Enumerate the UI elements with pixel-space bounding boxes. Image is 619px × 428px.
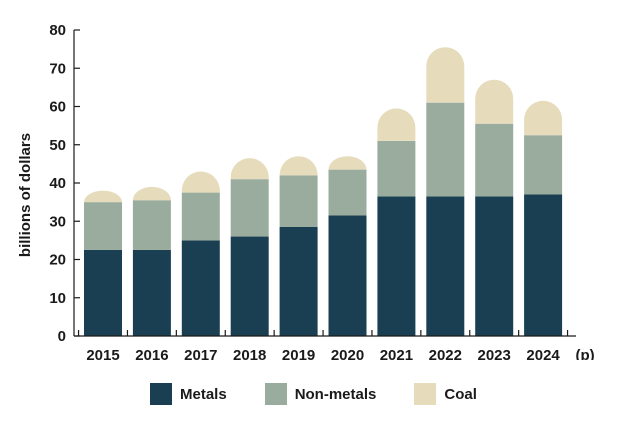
bar-segment-metals — [84, 249, 122, 336]
bar-segment-non-metals — [230, 179, 269, 237]
bar-segment-metals — [181, 240, 220, 336]
legend-label-non-metals: Non-metals — [294, 385, 377, 403]
bar-segment-coal — [181, 171, 220, 193]
bar-segment-coal — [132, 186, 171, 201]
x-tick-label: 2018 — [233, 347, 266, 360]
bar-segment-non-metals — [132, 200, 171, 250]
y-tick-label: 80 — [49, 22, 66, 39]
bar-segment-coal — [475, 79, 514, 124]
y-tick-label: 50 — [49, 137, 66, 154]
bar-segment-coal — [230, 158, 269, 180]
x-tick-label: 2023 — [478, 347, 511, 360]
bar-segment-non-metals — [328, 169, 367, 216]
legend-item-non-metals: Non-metals — [264, 383, 377, 405]
bar-segment-coal — [328, 156, 367, 170]
bar-segment-metals — [426, 196, 465, 336]
y-tick-label: 30 — [49, 213, 66, 230]
bar-segment-metals — [132, 249, 171, 336]
bar-series-group — [84, 47, 563, 336]
legend-swatch-non-metals — [264, 383, 287, 405]
bar-segment-non-metals — [475, 123, 514, 197]
y-tick-label: 40 — [49, 175, 66, 192]
legend-label-metals: Metals — [180, 385, 227, 403]
bar-segment-metals — [524, 194, 563, 336]
legend: Metals Non-metals Coal — [150, 382, 570, 406]
x-tick-label: 2020 — [331, 347, 364, 360]
legend-item-metals: Metals — [150, 383, 227, 405]
x-tick-label: 2015 — [86, 347, 119, 360]
legend-item-coal: Coal — [414, 383, 477, 405]
y-tick-label: 10 — [49, 290, 66, 307]
y-tick-label: 0 — [58, 328, 66, 345]
bar-segment-coal — [524, 100, 563, 136]
x-tick-label: 2022 — [429, 347, 462, 360]
bar-segment-non-metals — [377, 140, 416, 197]
bar-segment-coal — [377, 108, 416, 141]
bar-segment-non-metals — [426, 102, 465, 197]
y-axis: 0 10 20 30 40 50 60 70 80 — [49, 22, 80, 345]
x-tick-label: 2019 — [282, 347, 315, 360]
x-axis: 2015 2016 2017 2018 2019 2020 2021 2022 2023 2024… — [74, 330, 595, 360]
bar-segment-metals — [279, 226, 318, 336]
legend-label-coal: Coal — [444, 385, 477, 403]
bar-segment-metals — [377, 196, 416, 336]
legend-swatch-coal — [414, 383, 437, 405]
x-tick-label: 2017 — [184, 347, 217, 360]
legend-swatch-metals — [150, 383, 172, 405]
bar-segment-metals — [328, 215, 367, 336]
bar-segment-coal — [426, 47, 465, 103]
bar-segment-coal — [84, 190, 122, 203]
bar-segment-non-metals — [524, 135, 563, 195]
bar-segment-non-metals — [84, 202, 122, 250]
x-tick-label: 2021 — [380, 347, 413, 360]
x-tick-label: 2016 — [135, 347, 168, 360]
projection-note: (p) — [576, 347, 595, 360]
bar-segment-non-metals — [181, 192, 220, 241]
bar-segment-non-metals — [279, 175, 318, 227]
bar-segment-metals — [230, 236, 269, 336]
y-axis-label: billions of dollars — [17, 133, 34, 257]
x-tick-label: 2024 — [526, 347, 560, 360]
y-tick-label: 70 — [49, 60, 66, 77]
bar-segment-metals — [475, 196, 514, 336]
y-tick-label: 60 — [49, 99, 66, 116]
bar-segment-coal — [279, 156, 318, 176]
y-tick-label: 20 — [49, 252, 66, 269]
